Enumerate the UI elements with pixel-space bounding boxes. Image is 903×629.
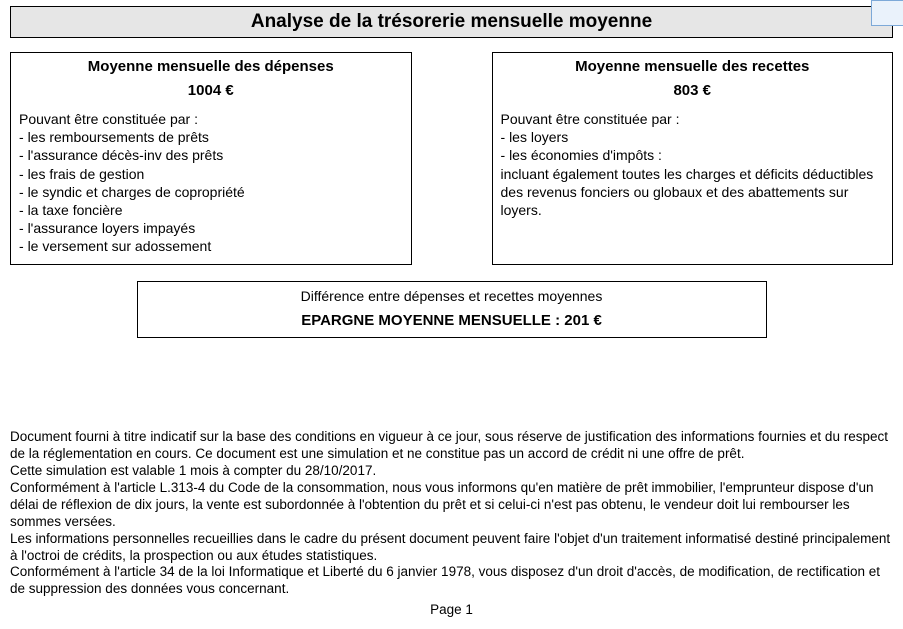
list-item: les frais de gestion <box>19 165 403 183</box>
list-item: les économies d'impôts : <box>501 146 885 164</box>
footer-p3: Conformément à l'article L.313-4 du Code… <box>10 480 893 531</box>
list-item: les loyers <box>501 128 885 146</box>
income-note: incluant également toutes les charges et… <box>501 165 885 220</box>
footer-p5: Conformément à l'article 34 de la loi In… <box>10 564 893 598</box>
footer-p2: Cette simulation est valable 1 mois à co… <box>10 463 893 480</box>
list-item: l'assurance décès-inv des prêts <box>19 146 403 164</box>
list-item: le versement sur adossement <box>19 237 403 255</box>
footer-p1: Document fourni à titre indicatif sur la… <box>10 429 893 463</box>
list-item: le syndic et charges de copropriété <box>19 183 403 201</box>
two-column-row: Moyenne mensuelle des dépenses 1004 € Po… <box>10 52 893 265</box>
page-number: Page 1 <box>10 602 893 619</box>
difference-main: EPARGNE MOYENNE MENSUELLE : 201 € <box>146 312 758 329</box>
list-item: les remboursements de prêts <box>19 128 403 146</box>
expenses-intro: Pouvant être constituée par : <box>19 110 403 128</box>
list-item: l'assurance loyers impayés <box>19 219 403 237</box>
footer-block: Document fourni à titre indicatif sur la… <box>10 429 893 619</box>
income-box: Moyenne mensuelle des recettes 803 € Pou… <box>492 52 894 265</box>
page-title: Analyse de la trésorerie mensuelle moyen… <box>10 6 893 38</box>
footer-p4: Les informations personnelles recueillie… <box>10 531 893 565</box>
income-list: les loyers les économies d'impôts : <box>501 128 885 164</box>
difference-box: Différence entre dépenses et recettes mo… <box>137 281 767 338</box>
income-title: Moyenne mensuelle des recettes <box>501 57 885 77</box>
corner-tab <box>871 0 903 26</box>
difference-title: Différence entre dépenses et recettes mo… <box>146 288 758 304</box>
income-intro: Pouvant être constituée par : <box>501 110 885 128</box>
expenses-title: Moyenne mensuelle des dépenses <box>19 57 403 77</box>
expenses-list: les remboursements de prêts l'assurance … <box>19 128 403 255</box>
income-amount: 803 € <box>501 81 885 101</box>
list-item: la taxe foncière <box>19 201 403 219</box>
expenses-amount: 1004 € <box>19 81 403 101</box>
expenses-box: Moyenne mensuelle des dépenses 1004 € Po… <box>10 52 412 265</box>
